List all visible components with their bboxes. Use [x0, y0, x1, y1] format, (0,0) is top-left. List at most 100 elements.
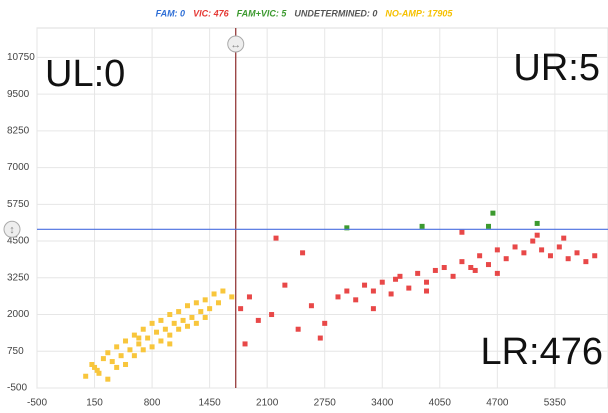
point: [459, 259, 465, 265]
point: [424, 288, 430, 294]
x-tick-label: 2750: [314, 398, 337, 409]
point: [123, 361, 129, 367]
quadrant-label: LR:476: [480, 331, 603, 373]
quadrant-label: UL:0: [45, 53, 125, 95]
point: [459, 229, 465, 235]
y-tick-label: 8250: [7, 125, 30, 136]
drag-handle: [3, 220, 21, 238]
x-tick-label: -500: [27, 398, 47, 409]
y-tick-label: 3250: [7, 272, 30, 283]
point: [468, 265, 474, 271]
point: [211, 291, 217, 297]
y-tick-label: 9500: [7, 89, 30, 100]
point: [167, 341, 173, 347]
point: [273, 235, 279, 241]
point: [105, 376, 111, 382]
point: [322, 320, 328, 326]
x-tick-label: 1450: [199, 398, 222, 409]
y-tick-label: 750: [7, 346, 24, 357]
point: [220, 288, 226, 294]
point: [180, 317, 186, 323]
point: [193, 300, 199, 306]
point: [317, 335, 323, 341]
point: [308, 303, 314, 309]
point: [229, 294, 235, 300]
x-tick-label: 4050: [429, 398, 452, 409]
point: [94, 367, 100, 373]
point: [96, 370, 102, 376]
point: [370, 306, 376, 312]
point: [415, 270, 421, 276]
point: [485, 262, 491, 268]
point: [494, 247, 500, 253]
point: [140, 326, 146, 332]
point: [441, 265, 447, 271]
point: [485, 223, 491, 229]
point: [295, 326, 301, 332]
y-tick-label: 4500: [7, 236, 30, 247]
point: [561, 235, 567, 241]
point: [530, 238, 536, 244]
legend-entry: FAM+VIC: 5: [237, 8, 288, 18]
point: [370, 288, 376, 294]
point: [131, 332, 137, 338]
point: [207, 306, 213, 312]
x-tick-label: 5350: [544, 398, 567, 409]
x-tick-label: 150: [86, 398, 103, 409]
point: [127, 347, 133, 353]
point: [167, 312, 173, 318]
x-tick-label: 2100: [256, 398, 279, 409]
point: [353, 297, 359, 303]
legend: FAM: 0 VIC: 476 FAM+VIC: 5 UNDETERMINED: 0 N…: [156, 8, 454, 18]
point: [100, 356, 106, 362]
point: [158, 338, 164, 344]
point: [202, 314, 208, 320]
point: [335, 294, 341, 300]
point: [92, 364, 98, 370]
point: [136, 341, 142, 347]
legend-entry: VIC: 476: [193, 8, 230, 18]
y-tick-label: 10750: [7, 52, 35, 63]
point: [176, 309, 182, 315]
point: [424, 279, 430, 285]
point: [238, 306, 244, 312]
point: [397, 273, 403, 279]
point: [534, 232, 540, 238]
point: [105, 350, 111, 356]
drag-handle: [227, 35, 245, 53]
point: [184, 303, 190, 309]
point: [477, 253, 483, 259]
point: [512, 244, 518, 250]
point: [388, 291, 394, 297]
drag-handle-icon: ↕: [9, 224, 15, 236]
legend-entry: NO-AMP: 17905: [385, 8, 453, 18]
point: [379, 279, 385, 285]
point: [171, 320, 177, 326]
x-tick-label: 4700: [486, 398, 509, 409]
quadrant-label: UR:5: [513, 47, 600, 89]
point: [547, 253, 553, 259]
point: [503, 256, 509, 262]
point: [393, 276, 399, 282]
point: [539, 247, 545, 253]
point: [140, 347, 146, 353]
point: [145, 335, 151, 341]
point: [202, 297, 208, 303]
point: [154, 329, 160, 335]
point: [114, 344, 120, 350]
point: [246, 294, 252, 300]
point: [450, 273, 456, 279]
point: [494, 270, 500, 276]
point: [242, 341, 248, 347]
point: [255, 317, 261, 323]
point: [269, 312, 275, 318]
point: [198, 309, 204, 315]
point: [83, 373, 89, 379]
point: [193, 320, 199, 326]
point: [565, 256, 571, 262]
point: [344, 288, 350, 294]
point: [158, 317, 164, 323]
point: [419, 223, 425, 229]
point: [432, 267, 438, 273]
